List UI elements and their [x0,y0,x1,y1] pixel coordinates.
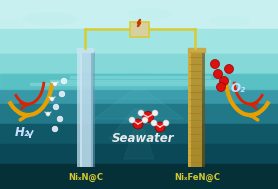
Circle shape [225,64,234,74]
Circle shape [163,120,169,126]
Ellipse shape [23,12,78,26]
Polygon shape [77,48,93,52]
Circle shape [210,60,220,68]
FancyBboxPatch shape [91,52,95,167]
Polygon shape [50,80,230,82]
Circle shape [142,117,148,123]
Ellipse shape [0,19,25,29]
Circle shape [53,104,59,110]
Ellipse shape [210,15,250,26]
Text: NiₓN@C: NiₓN@C [68,172,103,182]
Circle shape [143,112,153,122]
Text: H₂: H₂ [14,126,29,139]
Polygon shape [0,29,278,54]
Polygon shape [0,89,278,109]
FancyBboxPatch shape [77,52,82,167]
FancyBboxPatch shape [202,52,205,167]
Circle shape [57,116,63,122]
Circle shape [52,126,58,132]
Ellipse shape [128,8,173,20]
Polygon shape [79,69,199,99]
Polygon shape [0,54,278,74]
Polygon shape [0,144,278,169]
Circle shape [152,110,158,116]
Text: Seawater: Seawater [112,132,174,146]
Circle shape [217,83,225,91]
Polygon shape [0,164,278,189]
Circle shape [50,97,54,101]
Polygon shape [0,104,278,129]
Text: O₂: O₂ [230,83,245,95]
Circle shape [59,91,65,97]
Polygon shape [30,83,230,85]
Circle shape [133,119,143,129]
Circle shape [151,120,157,126]
Circle shape [220,77,229,85]
Circle shape [129,117,135,123]
Polygon shape [0,124,278,149]
Polygon shape [0,0,278,29]
Polygon shape [94,89,184,119]
Circle shape [214,70,222,78]
Circle shape [53,82,57,86]
FancyBboxPatch shape [130,22,148,36]
FancyBboxPatch shape [188,52,191,167]
Circle shape [46,112,50,116]
FancyBboxPatch shape [188,52,202,167]
Polygon shape [0,99,278,189]
Circle shape [61,78,67,84]
Circle shape [138,110,144,116]
Polygon shape [0,74,278,89]
Polygon shape [109,109,169,139]
Polygon shape [188,48,205,52]
Polygon shape [0,54,278,84]
Polygon shape [70,76,210,78]
Circle shape [155,122,165,132]
Polygon shape [0,74,278,94]
Polygon shape [124,129,154,159]
Text: NiₓFeN@C: NiₓFeN@C [174,172,220,182]
FancyBboxPatch shape [80,52,93,167]
